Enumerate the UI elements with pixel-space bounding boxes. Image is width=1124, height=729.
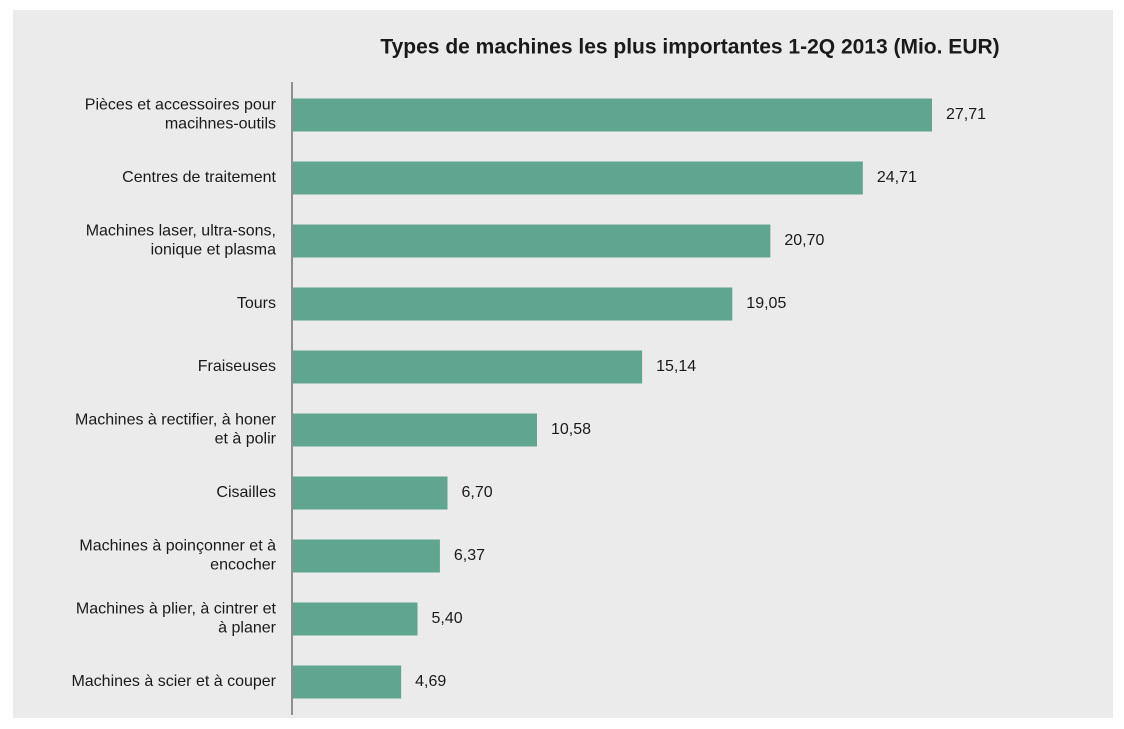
category-label: Tours [237, 295, 276, 312]
value-label: 19,05 [746, 295, 786, 312]
value-label: 4,69 [415, 673, 446, 690]
category-label: Machines à plier, à cintrer et à planer [76, 601, 277, 637]
value-label: 20,70 [784, 232, 824, 249]
category-label: Pièces et accessoires pour macihnes-outil… [85, 97, 277, 133]
category-label: Cisailles [216, 484, 276, 501]
value-label: 5,40 [432, 610, 463, 627]
bar [293, 665, 402, 699]
value-label: 27,71 [946, 106, 986, 123]
category-label: Fraiseuses [198, 358, 276, 375]
category-label: Centres de traitement [122, 169, 276, 186]
value-label: 6,37 [454, 547, 485, 564]
bar [293, 476, 448, 510]
category-label: Machines à rectifier, à honer et à polir [75, 412, 277, 448]
bar [293, 224, 771, 258]
bar [293, 350, 643, 384]
chart-title: Types de machines les plus importantes 1… [380, 36, 999, 59]
value-label: 6,70 [462, 484, 493, 501]
bar [293, 539, 440, 573]
category-label: Machines à poinçonner et à encocher [79, 538, 276, 574]
bar [293, 413, 537, 447]
bar [293, 287, 733, 321]
bar [293, 161, 863, 195]
category-label: Machines laser, ultra-sons, ionique et pl… [86, 223, 276, 259]
value-label: 24,71 [877, 169, 917, 186]
bar [293, 602, 418, 636]
bar [293, 98, 932, 132]
category-label: Machines à scier et à couper [71, 673, 276, 690]
value-label: 10,58 [551, 421, 591, 438]
value-label: 15,14 [656, 358, 696, 375]
